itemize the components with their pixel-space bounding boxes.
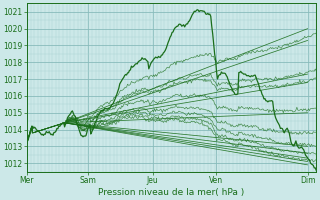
X-axis label: Pression niveau de la mer( hPa ): Pression niveau de la mer( hPa ) bbox=[99, 188, 245, 197]
